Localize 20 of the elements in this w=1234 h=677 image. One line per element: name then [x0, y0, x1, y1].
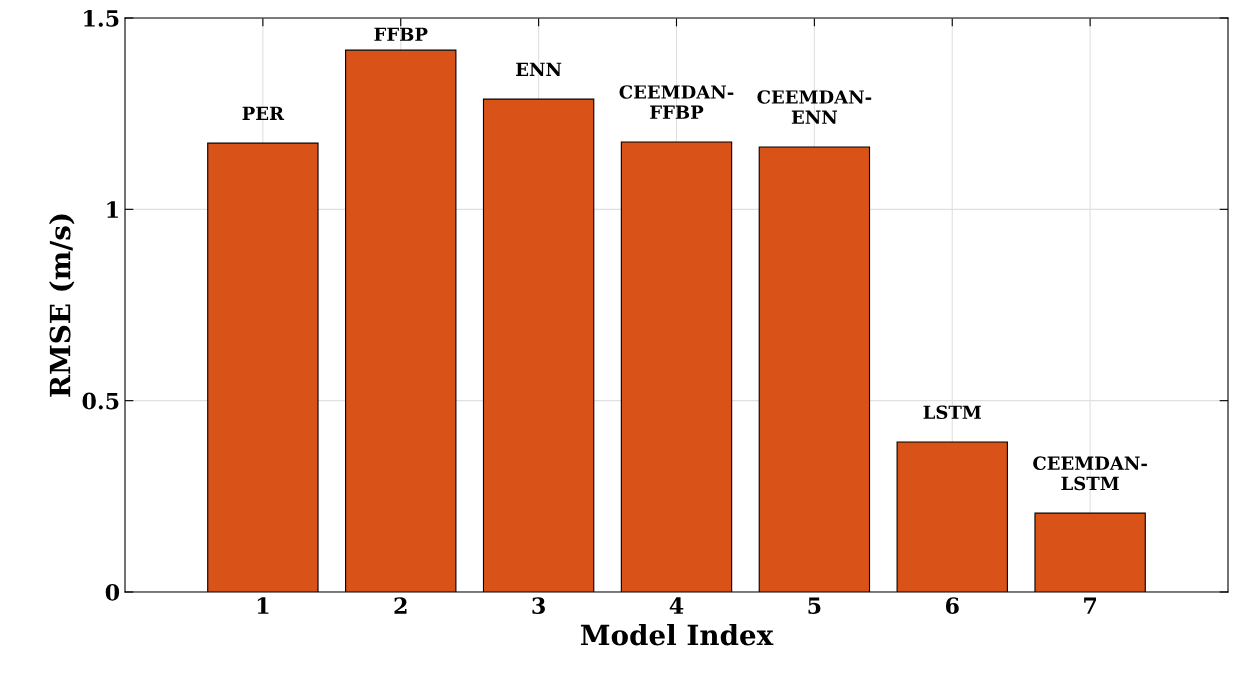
- annotation: ENN: [516, 62, 562, 76]
- x-tick-label: 2: [394, 597, 407, 614]
- annotation: PER: [242, 106, 285, 120]
- x-tick-label: 7: [1084, 597, 1097, 614]
- annotation: CEEMDAN- ENN: [757, 90, 872, 124]
- x-tick-label: 3: [532, 597, 545, 615]
- x-tick-label: 1: [257, 597, 269, 614]
- x-tick-label: 4: [669, 597, 684, 614]
- annotation: LSTM: [923, 405, 981, 420]
- annotation: FFBP: [374, 27, 428, 41]
- y-tick-label: 0.5: [82, 392, 119, 410]
- y-axis-title: RMSE (m/s): [49, 214, 75, 397]
- x-tick-label: 5: [808, 597, 821, 615]
- annotation: CEEMDAN- FFBP: [619, 85, 734, 119]
- x-axis-title: Model Index: [580, 623, 774, 646]
- x-tick-label: 6: [945, 597, 959, 615]
- annotation: CEEMDAN- LSTM: [1033, 456, 1147, 491]
- y-tick-label: 1.5: [84, 9, 119, 27]
- y-tick-label: 0: [105, 583, 120, 601]
- y-tick-label: 1: [107, 201, 118, 218]
